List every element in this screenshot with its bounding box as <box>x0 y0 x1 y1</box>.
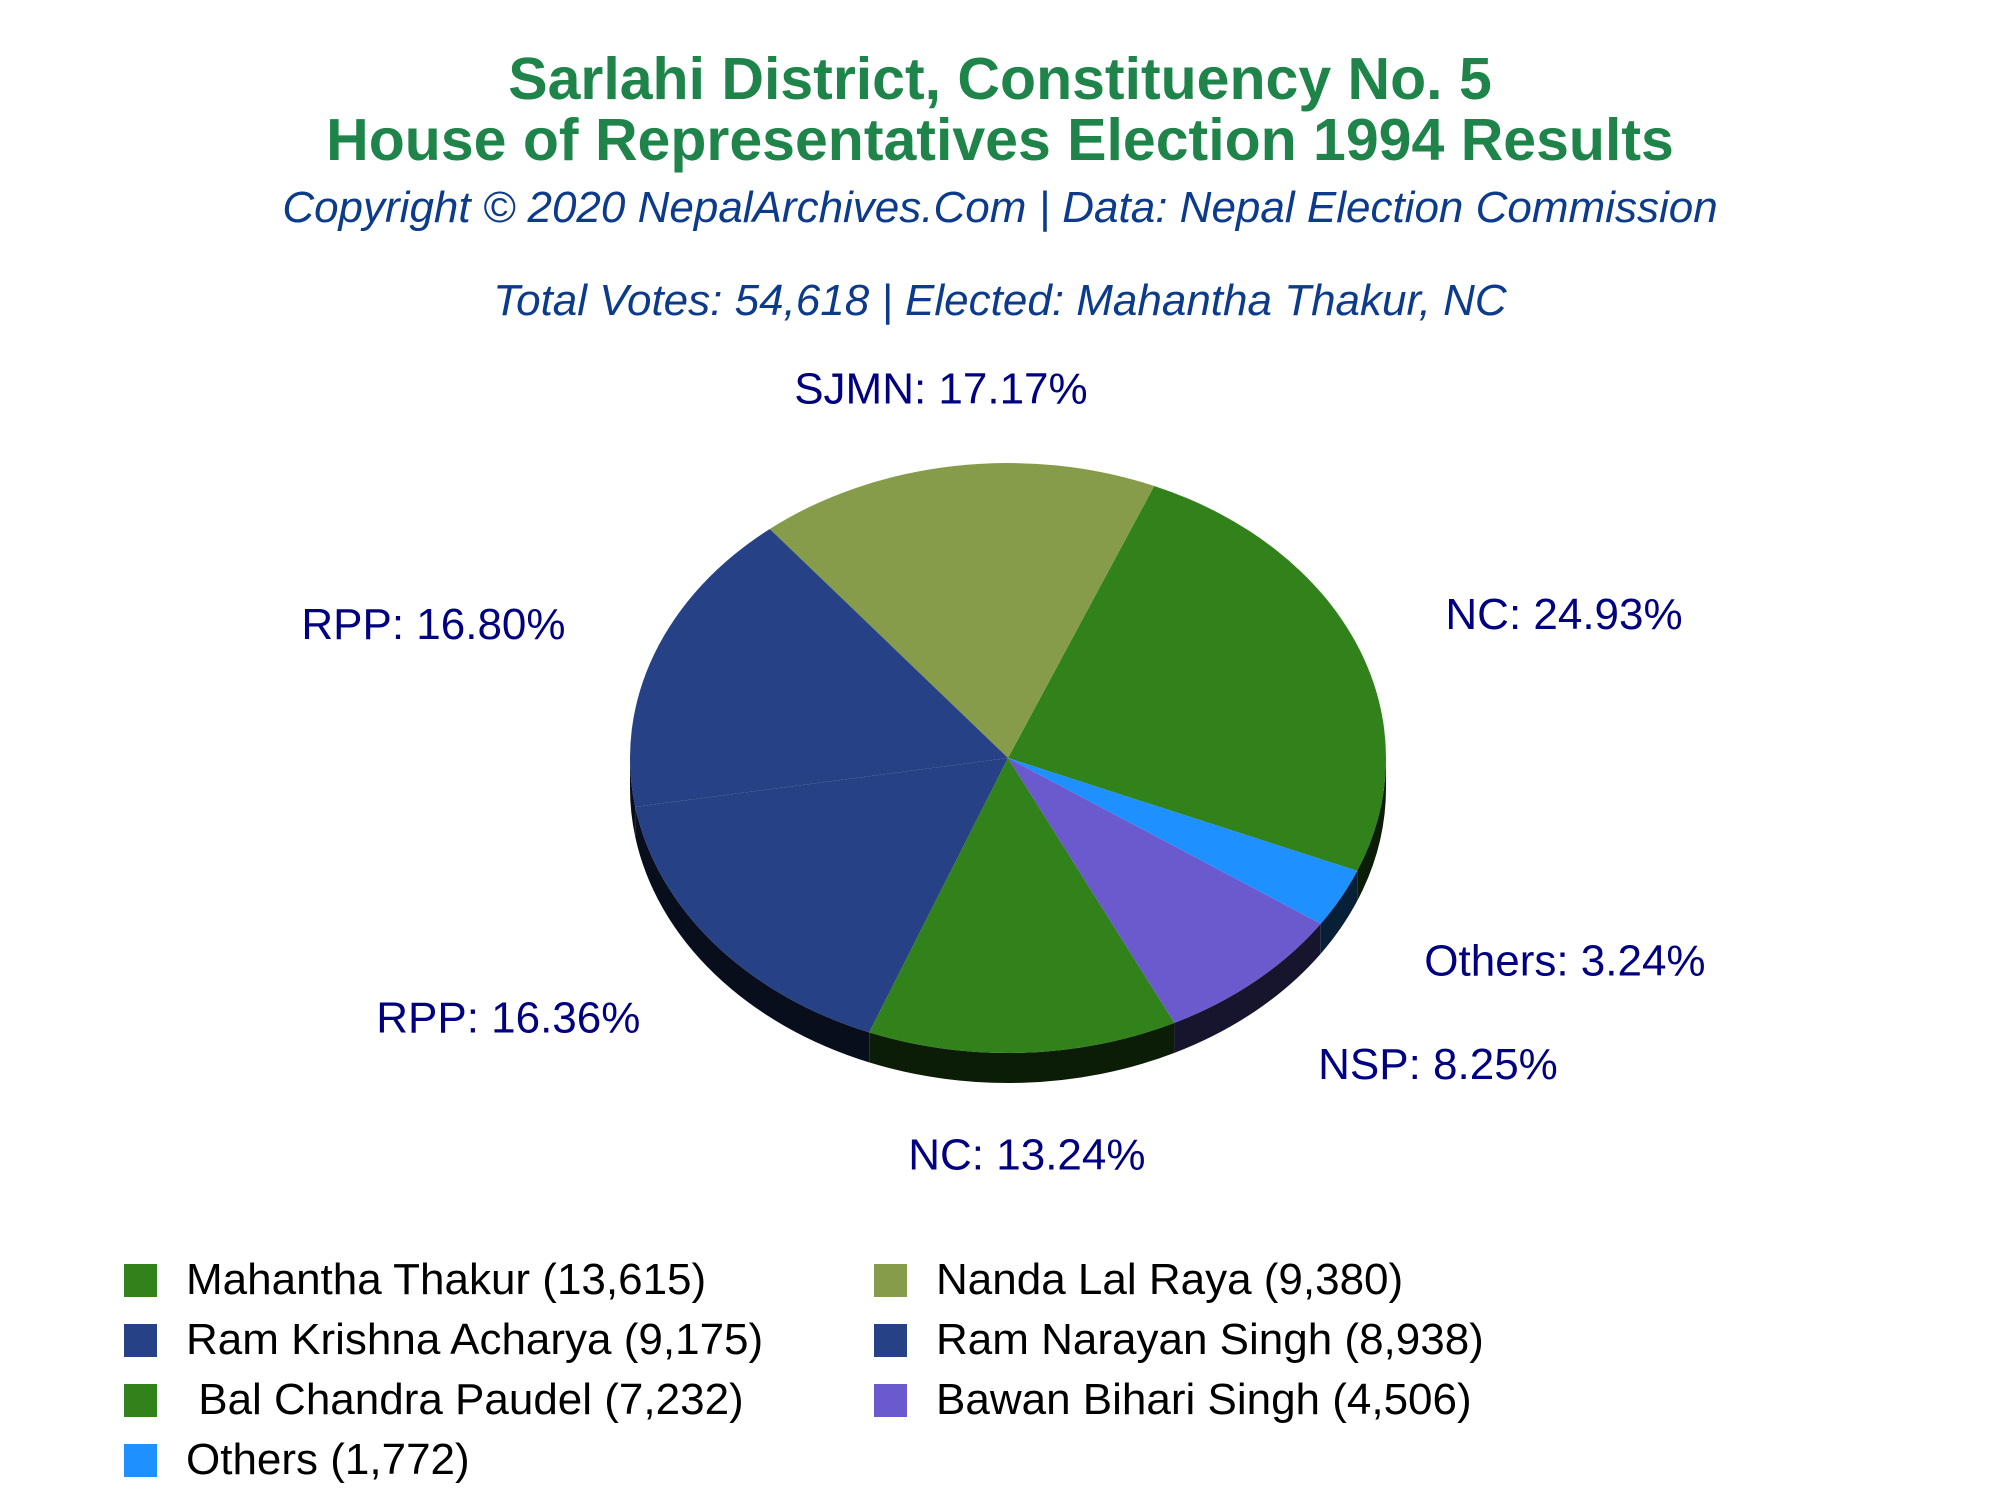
legend-label: Mahantha Thakur (13,615) <box>186 1255 707 1304</box>
chart-title-line-1: Sarlahi District, Constituency No. 5 <box>508 46 1492 112</box>
pie-slice-0 <box>1008 485 1386 871</box>
pie-slice-5 <box>1008 758 1321 1023</box>
slice-label-0: NC: 24.93% <box>1445 590 1682 639</box>
legend-swatch <box>124 1323 157 1357</box>
slice-label-6: Others: 3.24% <box>1424 936 1705 985</box>
legend-item: Ram Krishna Acharya (9,175) <box>124 1310 763 1370</box>
legend-swatch <box>874 1383 907 1417</box>
copyright-note: Copyright © 2020 NepalArchives.Com | Dat… <box>282 183 1718 232</box>
pie-slice-1 <box>769 463 1155 758</box>
pie-slice-6 <box>1008 758 1358 924</box>
legend-label: Others (1,772) <box>186 1435 470 1484</box>
legend-item: Mahantha Thakur (13,615) <box>124 1250 706 1310</box>
legend-swatch <box>874 1323 907 1357</box>
chart-title-line-2: House of Representatives Election 1994 R… <box>326 107 1674 173</box>
pie-slice-side-5 <box>1174 923 1321 1053</box>
pie-slice-side-3 <box>635 806 870 1063</box>
slice-label-2: RPP: 16.80% <box>301 600 565 649</box>
legend-swatch <box>874 1263 907 1297</box>
legend-item: Bal Chandra Paudel (7,232) <box>124 1370 744 1430</box>
legend: Mahantha Thakur (13,615) Nanda Lal Raya (… <box>124 1250 1824 1490</box>
legend-label: Ram Narayan Singh (8,938) <box>936 1315 1484 1364</box>
slice-label-4: NC: 13.24% <box>908 1130 1145 1179</box>
legend-item: Ram Narayan Singh (8,938) <box>874 1310 1484 1370</box>
legend-label: Bal Chandra Paudel (7,232) <box>186 1375 744 1424</box>
slice-label-1: SJMN: 17.17% <box>794 364 1087 413</box>
chart-summary: Total Votes: 54,618 | Elected: Mahantha … <box>493 276 1507 325</box>
pie-slice-side-2 <box>630 758 636 837</box>
pie-slice-2 <box>630 528 1008 807</box>
legend-label: Ram Krishna Acharya (9,175) <box>186 1315 764 1364</box>
pie-slice-3 <box>635 758 1008 1033</box>
legend-label: Nanda Lal Raya (9,380) <box>936 1255 1404 1304</box>
legend-item: Nanda Lal Raya (9,380) <box>874 1250 1403 1310</box>
legend-item: Bawan Bihari Singh (4,506) <box>874 1370 1472 1430</box>
slice-label-5: NSP: 8.25% <box>1318 1040 1558 1089</box>
legend-label: Bawan Bihari Singh (4,506) <box>936 1375 1472 1424</box>
pie-slice-4 <box>869 758 1175 1053</box>
pie-slice-side-4 <box>869 1022 1175 1083</box>
pie-slice-side-6 <box>1320 870 1358 954</box>
legend-swatch <box>124 1443 157 1477</box>
legend-swatch <box>124 1263 157 1297</box>
legend-item: Others (1,772) <box>124 1430 470 1490</box>
slice-label-3: RPP: 16.36% <box>376 993 640 1042</box>
pie-slice-side-0 <box>1357 758 1386 901</box>
legend-swatch <box>124 1383 157 1417</box>
